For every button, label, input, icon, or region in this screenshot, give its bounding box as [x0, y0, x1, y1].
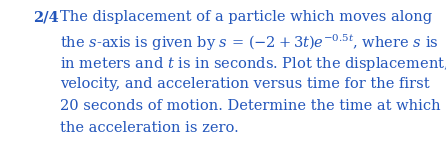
- Text: the $s$-axis is given by $s$ = $(-2 + 3t)e^{-0.5t}$, where $s$ is: the $s$-axis is given by $s$ = $(-2 + 3t…: [60, 32, 439, 53]
- Text: velocity, and acceleration versus time for the first: velocity, and acceleration versus time f…: [60, 77, 430, 91]
- Text: the acceleration is zero.: the acceleration is zero.: [60, 121, 239, 135]
- Text: in meters and $t$ is in seconds. Plot the displacement,: in meters and $t$ is in seconds. Plot th…: [60, 55, 446, 73]
- Text: 2/4: 2/4: [33, 10, 59, 24]
- Text: 20 seconds of motion. Determine the time at which: 20 seconds of motion. Determine the time…: [60, 99, 441, 113]
- Text: The displacement of a particle which moves along: The displacement of a particle which mov…: [60, 10, 432, 24]
